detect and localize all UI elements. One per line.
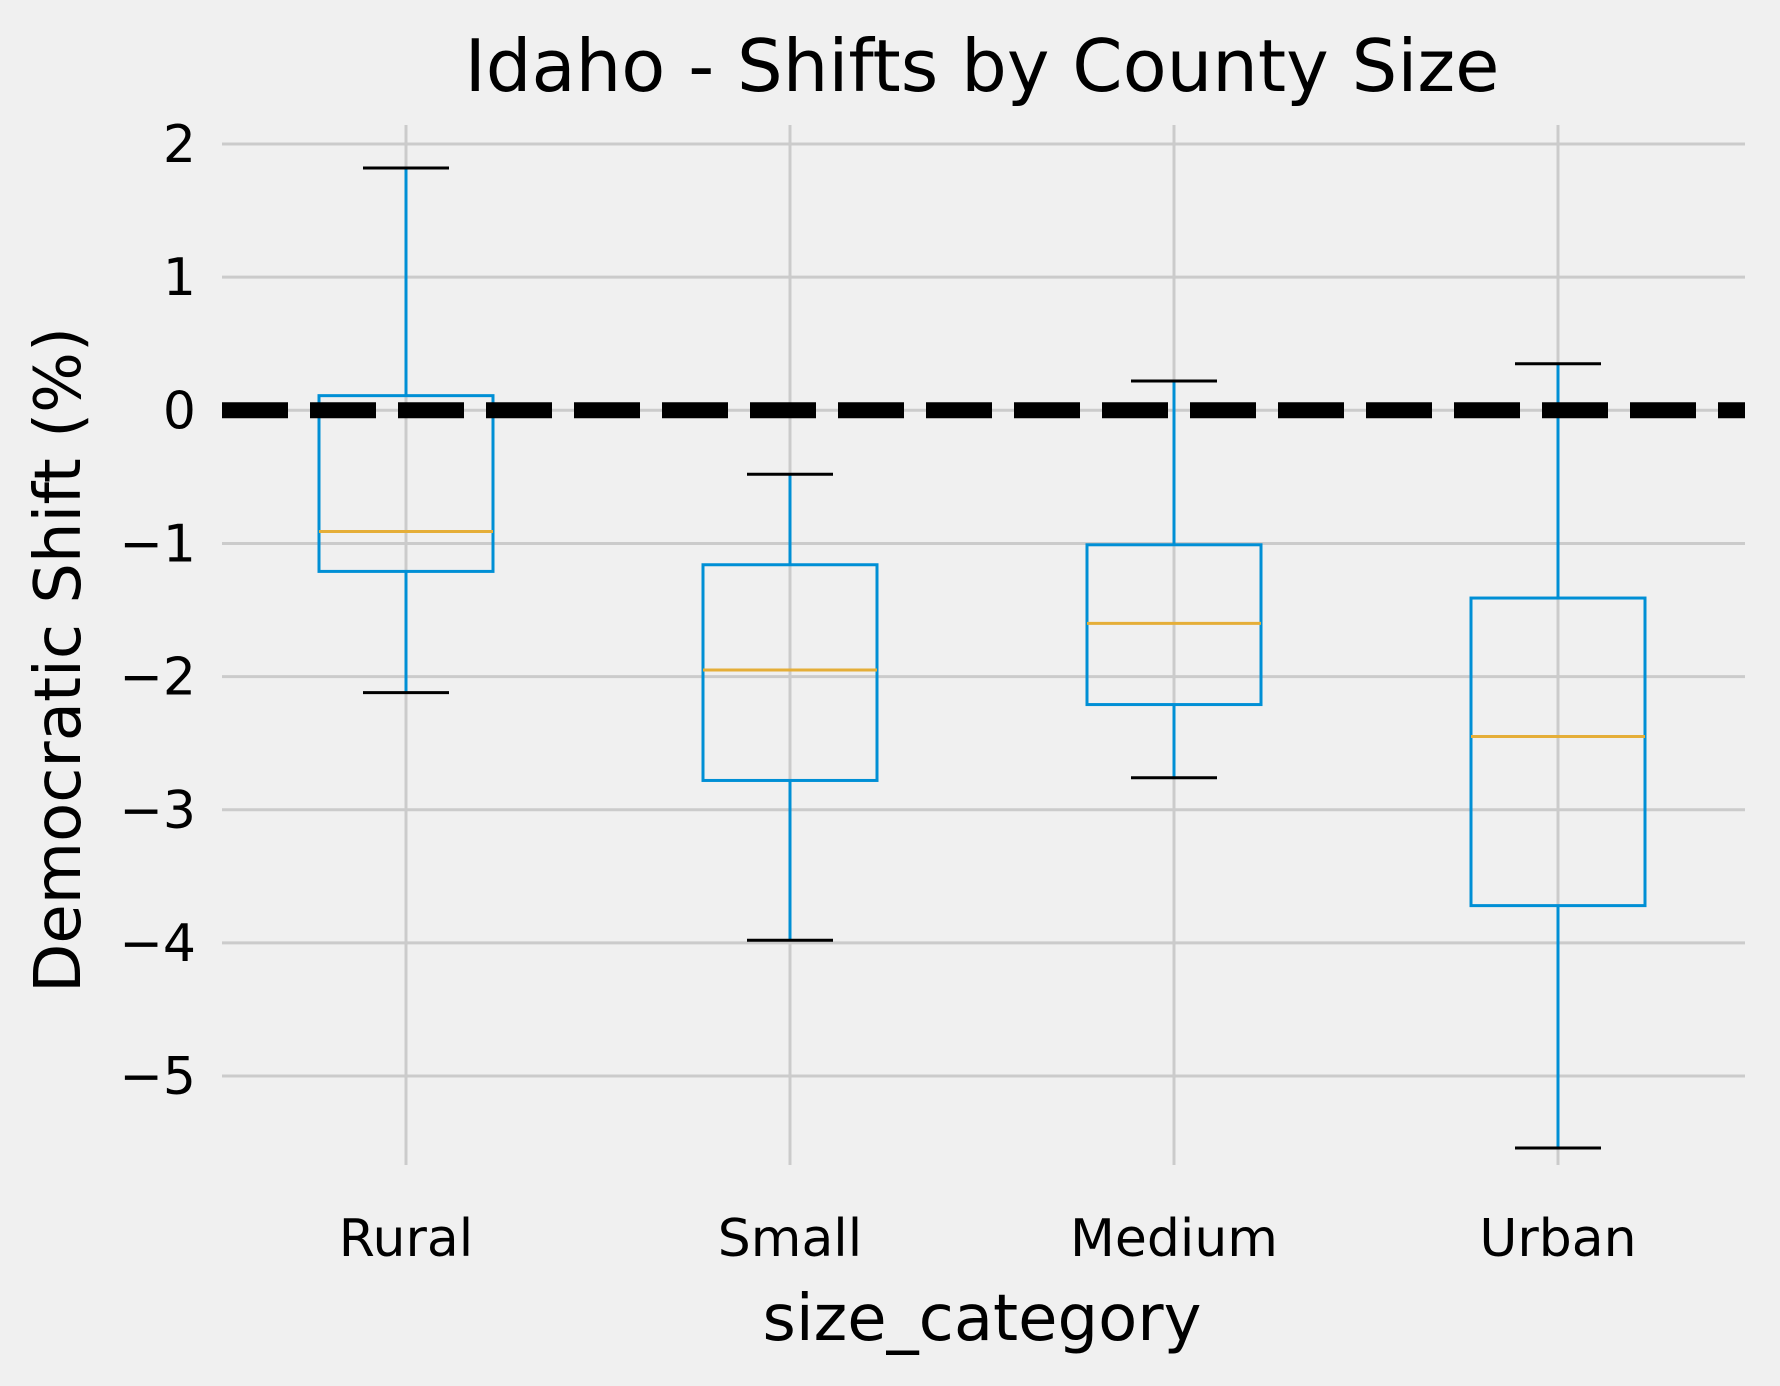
x-tick-label: Small [718,1209,862,1269]
y-tick-label: −3 [119,781,196,841]
x-tick-labels: Rural Small Medium Urban [339,1209,1637,1269]
x-tick-label: Rural [339,1209,473,1269]
chart-title: Idaho - Shifts by County Size [465,24,1500,108]
box-urban [1469,362,1647,1150]
y-tick-label: −5 [119,1047,196,1107]
box-plots [317,166,1647,1150]
iqr-box [1469,596,1647,908]
y-tick-label: −4 [119,914,196,974]
box-small [701,472,879,942]
iqr-box [317,394,495,573]
grid [222,125,1745,1165]
x-tick-label: Medium [1070,1209,1278,1269]
x-tick-label: Urban [1479,1209,1636,1269]
y-tick-label: −1 [119,514,196,574]
y-tick-label: 0 [163,381,196,441]
y-tick-label: −2 [119,648,196,708]
iqr-box [701,563,879,782]
y-tick-label: 1 [163,248,196,308]
box-rural [317,166,495,695]
y-tick-labels: 2 1 0 −1 −2 −3 −4 −5 [119,115,196,1107]
y-tick-label: 2 [163,115,196,175]
x-axis-label: size_category [763,1282,1202,1356]
y-axis-label: Democratic Shift (%) [22,327,96,993]
box-medium [1085,379,1263,780]
